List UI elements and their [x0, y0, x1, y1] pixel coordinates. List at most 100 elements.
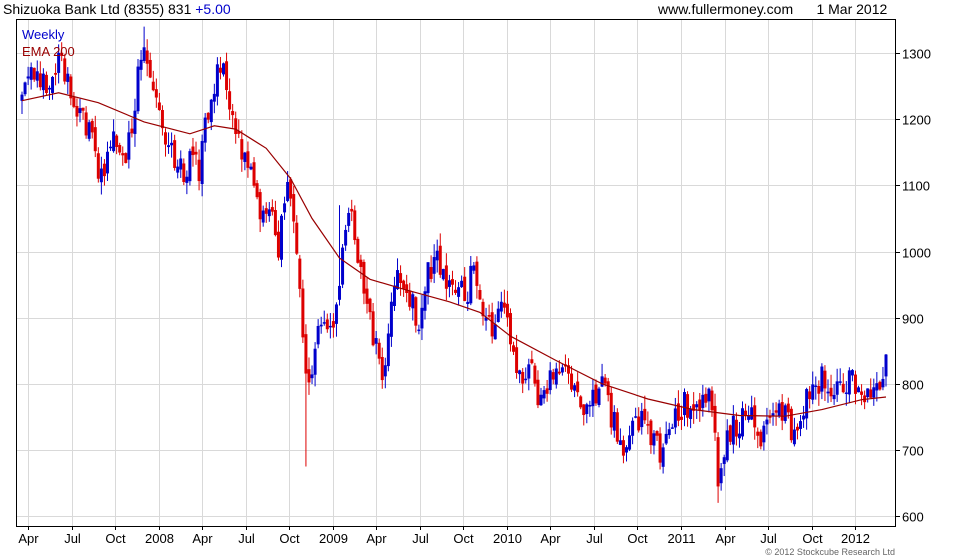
x-tick-label: 2008 [145, 531, 174, 546]
candle [853, 370, 857, 405]
candle [188, 148, 192, 186]
price-change: +5.00 [195, 1, 231, 17]
candle [304, 324, 308, 467]
candle [47, 85, 51, 101]
candle [475, 256, 479, 299]
candle [478, 284, 482, 300]
candle [75, 98, 79, 127]
candle [163, 128, 167, 157]
candle [215, 57, 219, 106]
candle [84, 106, 88, 139]
candle [857, 385, 861, 393]
candle [563, 354, 567, 372]
x-tick-label: Oct [279, 531, 300, 546]
candle [60, 42, 64, 62]
candle [673, 397, 677, 435]
candle [283, 196, 287, 220]
candle [237, 119, 241, 139]
candle [493, 314, 497, 340]
grid [17, 20, 895, 526]
candle [118, 142, 122, 156]
candle [252, 157, 256, 188]
candle [783, 403, 787, 424]
candle [829, 374, 833, 403]
candle [200, 134, 204, 197]
x-tick-label: 2010 [493, 531, 522, 546]
candle [759, 429, 763, 450]
candle [344, 224, 348, 251]
x-tick-label: Jul [64, 531, 81, 546]
candle [99, 156, 103, 195]
candle [860, 384, 864, 406]
candle [133, 98, 137, 147]
candle [197, 149, 201, 191]
candle [484, 307, 488, 331]
candle [747, 405, 751, 423]
candle [124, 152, 128, 164]
y-tick-label: 700 [902, 444, 924, 459]
candle [640, 402, 644, 435]
candle [457, 282, 461, 306]
candle [182, 158, 186, 186]
candle [835, 368, 839, 402]
chart-date: 1 Mar 2012 [816, 1, 888, 17]
candle [765, 407, 769, 435]
candle [87, 119, 91, 142]
candle [383, 357, 387, 389]
candle [539, 387, 543, 406]
candle [411, 291, 415, 321]
y-tick-label: 800 [902, 378, 924, 393]
candle [380, 347, 384, 389]
candle [658, 427, 662, 470]
candle [762, 421, 766, 451]
candle [756, 427, 760, 449]
candle [319, 316, 323, 334]
legend-weekly: Weekly [22, 27, 65, 42]
candle [264, 202, 268, 223]
x-tick-label: 2009 [319, 531, 348, 546]
candle [869, 378, 873, 398]
candle [518, 369, 522, 384]
candle [524, 367, 528, 384]
candle [402, 279, 406, 297]
candle [570, 365, 574, 393]
candle [54, 63, 58, 86]
candle [356, 236, 360, 264]
candle [157, 92, 161, 111]
candle [594, 379, 598, 406]
candle [249, 163, 253, 171]
candle [731, 405, 735, 454]
site-url[interactable]: www.fullermoney.com [658, 1, 794, 17]
x-tick-label: Oct [627, 531, 648, 546]
x-tick-label: Apr [192, 531, 213, 546]
candle [676, 390, 680, 427]
candle [194, 141, 198, 165]
x-tick-label: Oct [802, 531, 823, 546]
candle [72, 91, 76, 109]
candle [472, 261, 476, 274]
candle [820, 363, 824, 400]
y-tick-label: 900 [902, 312, 924, 327]
candle [750, 395, 754, 421]
candle [338, 205, 342, 306]
candle [258, 188, 262, 233]
candle [545, 379, 549, 402]
candle [505, 290, 509, 327]
candle [606, 377, 610, 402]
candle [689, 405, 693, 429]
candle [536, 370, 540, 409]
y-tick-label: 1300 [902, 47, 931, 62]
candle [566, 358, 570, 384]
candle [814, 376, 818, 400]
candle [426, 262, 430, 305]
candle [789, 406, 793, 443]
candle [588, 400, 592, 417]
candle [362, 259, 366, 305]
candle [96, 147, 100, 183]
candle [298, 254, 302, 298]
candle [707, 387, 711, 413]
candle [408, 282, 412, 311]
candle [802, 405, 806, 428]
candle [597, 386, 601, 408]
